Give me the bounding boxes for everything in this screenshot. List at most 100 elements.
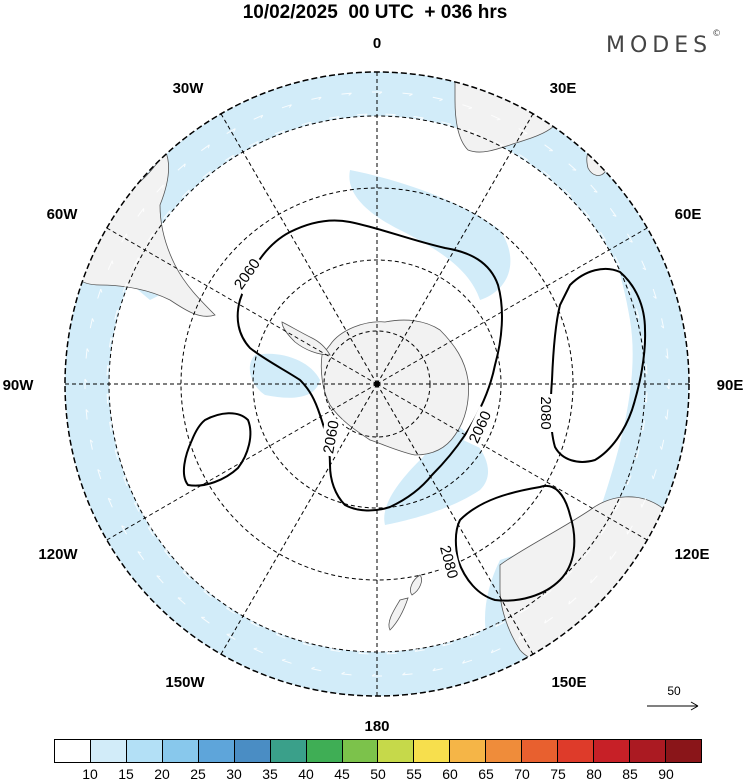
wind-arrow [664,409,669,420]
colorbar-label: 75 [550,766,566,782]
colorbar-cell [270,740,307,762]
lon-label-150e: 150E [551,674,586,691]
lon-label-90w: 90W [3,377,35,394]
colorbar-label: 15 [118,766,134,782]
new-zealand-north [410,574,422,596]
wind-arrow [177,163,186,171]
wind-arrow [659,439,665,450]
lon-label-30e: 30E [550,80,577,97]
wind-arrow [311,666,322,672]
wind-arrow [432,96,443,102]
wind-arrow [341,92,352,96]
longitude-labels: 0 30E 60E 90E 120E 150E 180 150W 120W 90… [3,35,744,735]
colorbar-cell [55,740,91,762]
wind-arrow [626,233,633,243]
colorbar-label: 40 [298,766,314,782]
wind-arrow [181,189,190,198]
wind-arrow [495,621,505,628]
colorbar-label: 20 [154,766,170,782]
wind-arrow [281,104,292,109]
wind-arrow [468,129,478,135]
wind-arrow [301,121,312,126]
lon-label-90e: 90E [717,377,744,394]
wind-arrow [106,393,110,404]
wind-arrow [122,476,128,487]
wind-arrow [85,409,89,420]
wind-arrow [490,114,501,121]
lon-label-180: 180 [364,718,389,735]
wind-arrow [226,607,235,614]
jet-band-inner-2 [384,420,489,525]
colorbar-label: 80 [586,766,602,782]
wind-arrow [85,348,90,359]
wind-arrow [542,170,551,178]
wind-arrow [644,392,648,403]
wind-arrow [609,208,617,217]
wind-arrow [201,144,210,152]
wind-arrow [202,171,211,179]
contour-2080-east [549,267,647,463]
colorbar-cell [198,740,235,762]
meridian-line [376,113,534,385]
antarctica [320,319,469,456]
colorbar-cell [450,740,487,762]
wind-arrow [609,551,617,560]
wind-arrow [544,144,553,152]
colorbar-label: 10 [82,766,98,782]
contour-label: 2060 [466,408,496,445]
wind-arrow [311,96,322,101]
wind-arrow [249,140,259,147]
wind-arrow [652,288,657,299]
colorbar-label: 60 [442,766,458,782]
wind-arrow [276,633,286,639]
colorbar-cell [306,740,343,762]
colorbar-cell [234,740,271,762]
colorbar-label: 25 [190,766,206,782]
wind-arrow [109,337,113,348]
wind-arrow [107,497,113,508]
wind-arrow [97,288,103,299]
lon-label-120w: 120W [38,546,78,563]
height-contours [182,219,647,602]
colorbar-cell [378,740,415,762]
wind-arrow [635,448,640,459]
wind-arrow [599,231,607,242]
colorbar [54,739,702,763]
colorbar-cell [90,740,127,762]
wind-arrow [109,421,113,432]
wind-arrow [203,590,212,598]
wind-arrow [518,633,528,640]
colorbar-label: 50 [370,766,386,782]
wind-arrow [137,551,145,560]
wind-arrow [462,104,473,110]
colorbar-label: 85 [622,766,638,782]
wind-arrow [494,140,504,147]
wind-arrow [226,128,236,135]
wind-arrow [114,309,119,320]
wind-vectors [84,91,670,677]
wind-arrow [518,128,528,135]
colorbar-cell [558,740,595,762]
wind-arrow [164,550,172,559]
wind-arrow [386,651,397,655]
wind-arrow [568,163,577,171]
lon-label-0: 0 [373,35,381,52]
wind-arrow [563,188,572,197]
wind-arrow [163,210,171,219]
wind-arrow [177,597,186,605]
wind-arrow [156,575,164,584]
colorbar-label: 65 [478,766,494,782]
pole-marker [374,381,380,387]
map-title: 10/02/2025 00 UTC + 036 hrs [242,2,508,23]
graticule [65,72,689,696]
colorbar-cell [630,740,666,762]
wind-arrow [137,208,145,217]
colorbar-label: 45 [334,766,350,782]
wind-arrow [441,121,452,126]
jet-band-inner-3 [249,353,320,398]
wind-arrow [626,281,632,292]
wind-arrow [358,651,369,655]
colorbar-label: 70 [514,766,530,782]
colorbar-cell [414,740,451,762]
wind-arrow [600,526,607,535]
